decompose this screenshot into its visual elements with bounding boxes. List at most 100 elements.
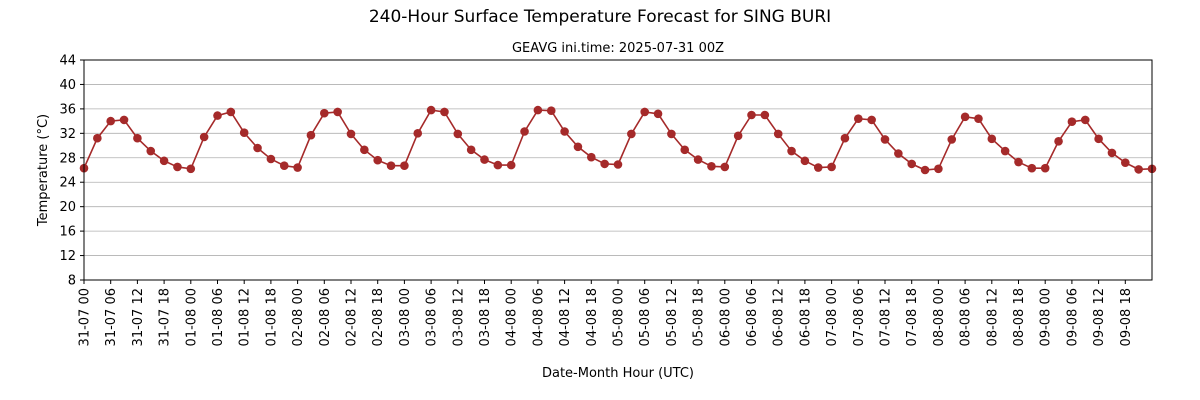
y-axis: 8 12 16 20 24 28 32 36 40 44 [59,54,84,289]
x-tick-label: 03-08 18 [478,288,493,346]
temperature-point [680,145,690,155]
temperature-point [146,146,156,156]
temperature-point [119,115,129,125]
temperature-point [293,163,302,172]
x-tick-label: 09-08 18 [1119,288,1134,346]
x-tick-label: 06-08 00 [718,288,733,346]
x-tick-label: 05-08 12 [665,288,680,346]
x-tick-label: 01-08 12 [238,288,253,346]
x-tick-label: 07-08 06 [852,288,867,346]
temperature-point [827,162,836,172]
temperature-point [440,107,449,117]
x-tick-label: 08-08 18 [1012,288,1027,346]
x-tick-label: 06-08 12 [772,288,787,346]
temperature-point [266,154,276,164]
y-tick-label: 40 [59,78,76,93]
temperature-point [253,143,262,153]
temperature-point [346,129,356,139]
x-tick-label: 04-08 12 [558,288,573,346]
x-tick-label: 03-08 00 [398,288,413,346]
x-tick-label: 04-08 00 [505,288,520,346]
x-tick-label: 08-08 12 [985,288,1000,346]
temperature-point [226,107,236,117]
temperature-point [627,129,636,139]
x-tick-label: 09-08 06 [1065,288,1080,346]
temperature-point [560,127,569,136]
chart-title: 240-Hour Surface Temperature Forecast fo… [369,7,831,27]
temperature-point [546,106,556,116]
x-tick-label: 09-08 00 [1039,288,1054,346]
x-tick-label: 07-08 12 [879,288,894,346]
x-axis-label: Date-Month Hour (UTC) [542,366,694,381]
temperature-point [640,107,649,117]
gridlines [84,59,1152,281]
temperature-point [880,135,890,144]
y-tick-label: 32 [59,127,76,142]
y-axis-label: Temperature (°C) [36,114,51,227]
temperature-point [239,128,249,138]
x-tick-label: 04-08 18 [585,288,600,346]
x-tick-label: 08-08 06 [959,288,974,346]
temperature-point [693,155,703,164]
temperature-point [1054,136,1063,146]
temperature-point [1134,165,1143,174]
temperature-point [506,160,516,170]
temperature-point [773,129,783,139]
temperature-point [720,162,730,172]
y-tick-label: 44 [59,54,76,69]
x-tick-label: 06-08 06 [745,288,760,346]
x-tick-label: 05-08 06 [638,288,653,346]
temperature-point [747,110,756,120]
temperature-point [1080,115,1090,125]
temperature-point [373,155,383,165]
x-tick-label: 06-08 18 [798,288,813,346]
x-tick-label: 03-08 06 [425,288,440,346]
x-tick-label: 02-08 06 [318,288,333,346]
temperature-point [1027,163,1037,173]
temperature-point [320,108,329,118]
temperature-point [1067,117,1077,127]
x-tick-label: 04-08 06 [531,288,546,346]
temperature-point [600,159,609,169]
y-tick-label: 20 [59,200,76,215]
temperature-point [400,161,409,171]
temperature-point [840,133,850,143]
x-tick-label: 31-07 18 [158,288,173,346]
temperature-point [186,164,196,174]
x-tick-label: 07-08 18 [905,288,920,346]
temperature-point [133,133,142,143]
temperature-point [987,134,997,144]
temperature-point [653,109,663,119]
temperature-point [493,160,503,170]
temperature-point [733,131,743,141]
x-tick-label: 05-08 00 [612,288,627,346]
temperature-point [533,105,543,115]
temperature-point [613,160,623,169]
x-tick-label: 05-08 18 [692,288,707,346]
temperature-point [787,146,796,156]
temperature-point [480,155,489,164]
x-axis: 31-07 00 31-07 06 31-07 12 31-07 18 01-08 00… [78,280,1134,346]
temperature-point [360,145,369,155]
plot-frame [83,59,1153,281]
y-tick-label: 16 [59,225,76,240]
temperature-point [413,129,423,138]
temperature-point [306,130,316,140]
y-tick-label: 12 [59,249,76,264]
x-tick-label: 01-08 00 [184,288,199,346]
temperature-point [520,127,529,136]
temperature-point [947,135,957,144]
x-tick-label: 09-08 12 [1092,288,1107,346]
temperature-point [894,149,903,158]
series-layer [79,105,1157,175]
temperature-point [587,152,596,162]
temperature-point [1121,158,1130,167]
temperature-point [333,107,342,117]
y-tick-label: 28 [59,151,76,166]
temperature-point [93,133,102,143]
x-tick-label: 31-07 06 [104,288,119,346]
x-tick-label: 31-07 12 [131,288,146,346]
x-tick-label: 08-08 00 [932,288,947,346]
chart-subtitle: GEAVG ini.time: 2025-07-31 00Z [512,41,724,56]
temperature-point [426,105,436,115]
